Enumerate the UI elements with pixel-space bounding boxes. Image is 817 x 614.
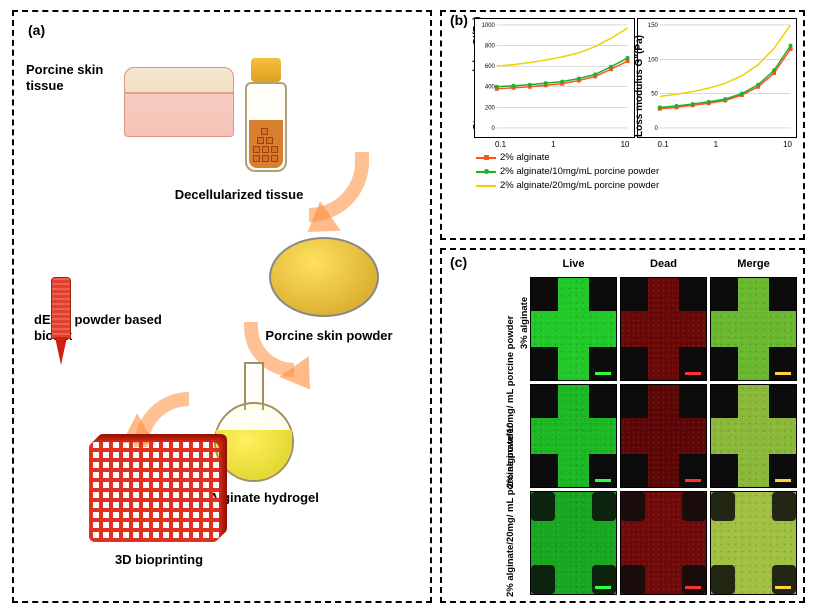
- c-colhdr-live: Live: [530, 258, 617, 274]
- scalebar: [595, 586, 611, 589]
- legend-swatch-2: [476, 185, 496, 187]
- panel-b-label: (b): [450, 12, 468, 28]
- legend-swatch-0: [476, 157, 496, 159]
- c-rowlabel-2: 2% alginate/20mg/ mL porcine powder: [506, 487, 516, 597]
- c2-xt0: 0.1: [658, 140, 669, 149]
- scalebar: [595, 479, 611, 482]
- svg-text:400: 400: [485, 85, 496, 91]
- arrow-1: [309, 152, 369, 222]
- cell-r0-live: [530, 277, 617, 381]
- svg-text:0: 0: [654, 126, 658, 132]
- c2-xt1: 1: [714, 140, 718, 149]
- svg-text:0: 0: [492, 126, 496, 132]
- scalebar: [775, 586, 791, 589]
- nozzle-illustration: [39, 277, 79, 372]
- c1-xt1: 1: [551, 140, 555, 149]
- c-colhdr-dead: Dead: [620, 258, 707, 274]
- cell-r1-dead: [620, 384, 707, 488]
- arrow-3: [134, 392, 189, 447]
- storage-modulus-chart: 02004006008001000 0.1 1 10: [474, 18, 635, 138]
- legend-label-2: 2% alginate/20mg/mL porcine powder: [500, 180, 659, 193]
- cell-r1-live: [530, 384, 617, 488]
- cell-r0-dead: [620, 277, 707, 381]
- legend-swatch-1: [476, 171, 496, 173]
- c-rowlabel-0: 3% alginate: [520, 268, 530, 378]
- cell-r2-dead: [620, 491, 707, 595]
- panel-c: (c) 3% alginate 2% alginate/10mg/ mL por…: [440, 248, 805, 603]
- printed-scaffold-illustration: [89, 442, 219, 542]
- cell-r2-live: [530, 491, 617, 595]
- svg-text:100: 100: [647, 57, 658, 63]
- svg-text:800: 800: [485, 44, 496, 50]
- scalebar: [595, 372, 611, 375]
- scalebar: [685, 372, 701, 375]
- label-print: 3D bioprinting: [99, 552, 219, 568]
- panel-c-label: (c): [450, 254, 467, 270]
- label-powder: Porcine skin powder: [254, 328, 404, 344]
- powder-dish-illustration: [269, 237, 379, 322]
- porcine-tissue-illustration: [124, 67, 234, 137]
- svg-text:600: 600: [485, 64, 496, 70]
- panel-b-legend: 2% alginate 2% alginate/10mg/mL porcine …: [476, 152, 659, 193]
- c-colhdr-merge: Merge: [710, 258, 797, 274]
- panel-a: (a) Porcine skin tissue Decellularized t…: [12, 10, 432, 603]
- c1-xt2: 10: [621, 140, 630, 149]
- legend-item-0: 2% alginate: [476, 152, 659, 165]
- legend-item-2: 2% alginate/20mg/mL porcine powder: [476, 180, 659, 193]
- decellularized-bottle-illustration: [239, 52, 294, 172]
- scalebar: [685, 586, 701, 589]
- cell-r1-merge: [710, 384, 797, 488]
- scalebar: [775, 372, 791, 375]
- label-tissue: Porcine skin tissue: [26, 62, 121, 93]
- c2-xt2: 10: [783, 140, 792, 149]
- scalebar: [775, 479, 791, 482]
- loss-modulus-chart: Loss modulus G"(Pa) 050100150 0.1 1 10: [637, 18, 798, 138]
- svg-text:150: 150: [647, 23, 658, 29]
- c1-xt0: 0.1: [495, 140, 506, 149]
- legend-label-0: 2% alginate: [500, 152, 550, 165]
- scalebar: [685, 479, 701, 482]
- panel-b-charts: 02004006008001000 0.1 1 10 Loss modulus …: [474, 18, 797, 138]
- cell-r2-merge: [710, 491, 797, 595]
- svg-text:1000: 1000: [482, 23, 496, 29]
- flask-illustration: [214, 362, 294, 482]
- label-decell: Decellularized tissue: [164, 187, 314, 203]
- svg-text:50: 50: [651, 92, 658, 98]
- panel-b: (b) Storage modulus G'(Pa) 0200400600800…: [440, 10, 805, 240]
- svg-text:200: 200: [485, 105, 496, 111]
- legend-label-1: 2% alginate/10mg/mL porcine powder: [500, 166, 659, 179]
- cell-r0-merge: [710, 277, 797, 381]
- panel-c-grid: Live Dead Merge: [530, 258, 797, 595]
- panel-a-label: (a): [28, 22, 45, 38]
- legend-item-1: 2% alginate/10mg/mL porcine powder: [476, 166, 659, 179]
